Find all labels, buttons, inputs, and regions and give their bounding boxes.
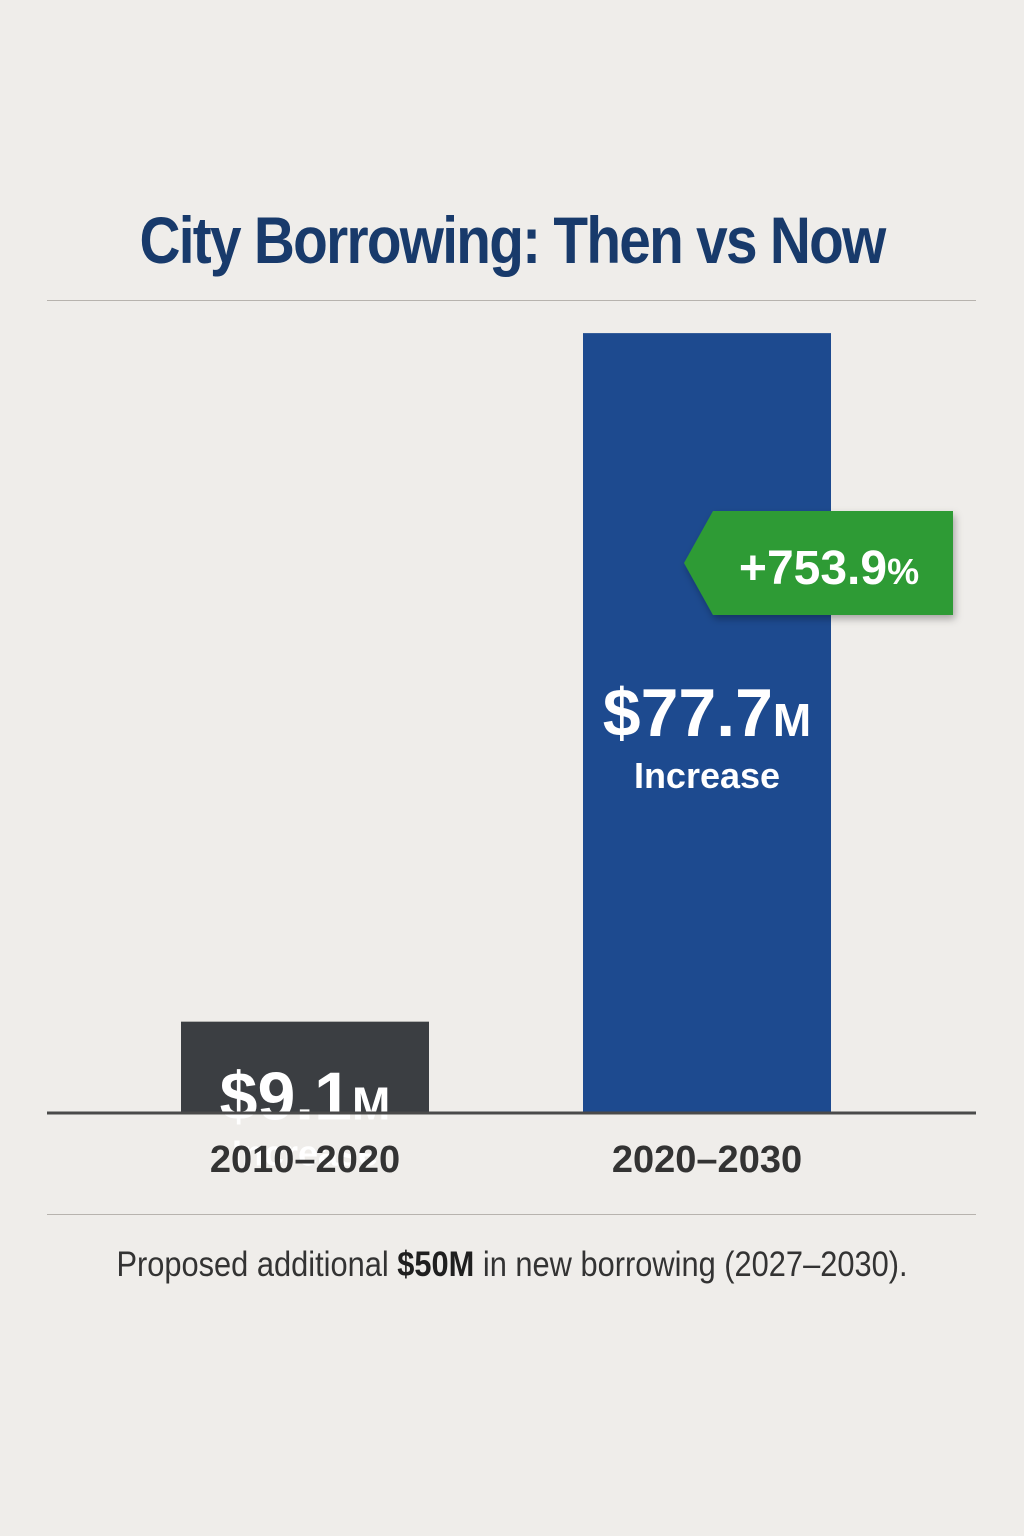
footnote-suffix: in new borrowing (2027–2030). <box>474 1245 908 1284</box>
x-tick-label-1: 2020–2030 <box>612 1139 802 1181</box>
title-divider <box>47 300 976 301</box>
footnote: Proposed additional $50M in new borrowin… <box>61 1242 962 1288</box>
bar-0 <box>181 1021 429 1113</box>
bar-value-label-0: $9.1M <box>220 1059 391 1135</box>
footnote-amount: $50M <box>397 1245 475 1284</box>
footer-divider <box>47 1214 976 1215</box>
bar-1 <box>583 333 831 1114</box>
growth-badge-label: +753.9% <box>739 542 919 595</box>
growth-badge <box>684 511 953 615</box>
footnote-prefix: Proposed additional <box>116 1245 398 1284</box>
bar-caption-0: Increase <box>232 1133 378 1174</box>
x-tick-label-0: 2010–2020 <box>210 1139 400 1181</box>
chart-title: City Borrowing: Then vs Now <box>139 203 886 277</box>
bar-value-label-1: $77.7M <box>603 675 812 751</box>
bar-caption-1: Increase <box>634 755 780 796</box>
